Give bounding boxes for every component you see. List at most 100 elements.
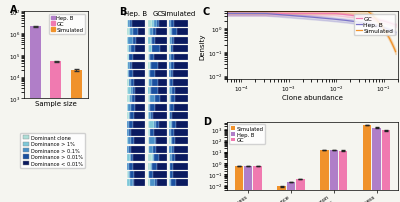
Bar	[151, 113, 153, 120]
Bar	[127, 146, 129, 153]
Text: Hep. B: Hep. B	[124, 11, 148, 17]
Bar	[160, 46, 167, 53]
Bar	[127, 29, 129, 36]
Hep. B	[325, 18, 330, 21]
Bar	[152, 79, 158, 86]
Bar	[169, 38, 170, 44]
Bar	[128, 54, 129, 61]
Bar	[169, 180, 170, 186]
Bar	[320, 150, 328, 202]
Bar	[127, 79, 129, 86]
Bar	[296, 179, 304, 202]
Bar	[148, 155, 152, 161]
Bar	[150, 38, 152, 44]
Bar	[130, 155, 131, 161]
Bar	[128, 88, 131, 95]
Bar	[138, 29, 145, 36]
Bar	[148, 54, 149, 61]
Line: Hep. B: Hep. B	[227, 14, 396, 33]
Bar	[135, 104, 145, 111]
Bar	[149, 29, 150, 36]
Bar	[148, 171, 149, 178]
Bar	[149, 71, 150, 78]
Bar	[132, 96, 134, 103]
Bar	[129, 79, 131, 86]
Bar	[254, 166, 262, 202]
Bar	[127, 71, 128, 78]
Bar	[169, 88, 170, 95]
Bar	[171, 121, 172, 128]
Bar	[158, 79, 167, 86]
Bar	[150, 104, 155, 111]
Bar	[156, 146, 167, 153]
Bar	[172, 38, 174, 44]
Bar	[150, 180, 154, 186]
Bar	[177, 29, 188, 36]
Bar	[148, 146, 149, 153]
Line: GC: GC	[227, 14, 396, 26]
Bar	[148, 104, 150, 111]
Text: C: C	[203, 7, 210, 17]
Simulated	[328, 11, 332, 13]
Bar	[169, 138, 171, 145]
Bar	[148, 113, 151, 120]
Bar	[132, 21, 145, 28]
Bar	[244, 166, 252, 202]
Bar	[128, 38, 133, 44]
Bar	[136, 88, 145, 95]
Bar	[172, 121, 176, 128]
Text: Simulated: Simulated	[161, 11, 196, 17]
Bar	[150, 29, 153, 36]
Bar	[148, 163, 150, 170]
Bar	[128, 104, 131, 111]
Bar	[150, 163, 151, 170]
Bar	[127, 54, 128, 61]
Bar	[169, 113, 170, 120]
Bar	[130, 180, 132, 186]
Bar	[171, 54, 174, 61]
Bar	[170, 104, 174, 111]
Bar	[152, 155, 153, 161]
Simulated	[225, 11, 230, 13]
Bar	[169, 129, 172, 136]
Bar	[172, 113, 188, 120]
Bar	[128, 171, 129, 178]
Bar	[171, 138, 172, 145]
Hep. B	[393, 32, 398, 35]
Bar	[169, 29, 170, 36]
Bar	[133, 163, 145, 170]
Bar	[128, 21, 130, 28]
Bar	[155, 96, 160, 103]
Bar	[50, 62, 62, 202]
Bar	[150, 88, 151, 95]
Bar	[156, 121, 158, 128]
Bar	[171, 96, 175, 103]
Bar	[129, 113, 130, 120]
Bar	[170, 180, 171, 186]
Bar	[155, 71, 167, 78]
Bar	[132, 63, 145, 69]
Hep. B	[324, 18, 329, 21]
Bar	[175, 138, 188, 145]
Bar	[148, 96, 149, 103]
Simulated	[325, 11, 330, 13]
Bar	[173, 79, 188, 86]
Bar	[130, 63, 132, 69]
Bar	[133, 38, 136, 44]
X-axis label: Sample size: Sample size	[35, 100, 77, 106]
Bar	[127, 129, 128, 136]
Bar	[172, 138, 175, 145]
Bar	[154, 155, 159, 161]
Bar	[155, 138, 156, 145]
Bar	[330, 150, 338, 202]
Bar	[127, 88, 128, 95]
Bar	[170, 79, 173, 86]
Bar	[153, 155, 154, 161]
Bar	[174, 21, 188, 28]
Bar	[176, 121, 188, 128]
Bar	[134, 180, 145, 186]
GC	[328, 13, 332, 16]
Bar	[129, 121, 134, 128]
Bar	[173, 46, 188, 53]
Bar	[128, 71, 129, 78]
